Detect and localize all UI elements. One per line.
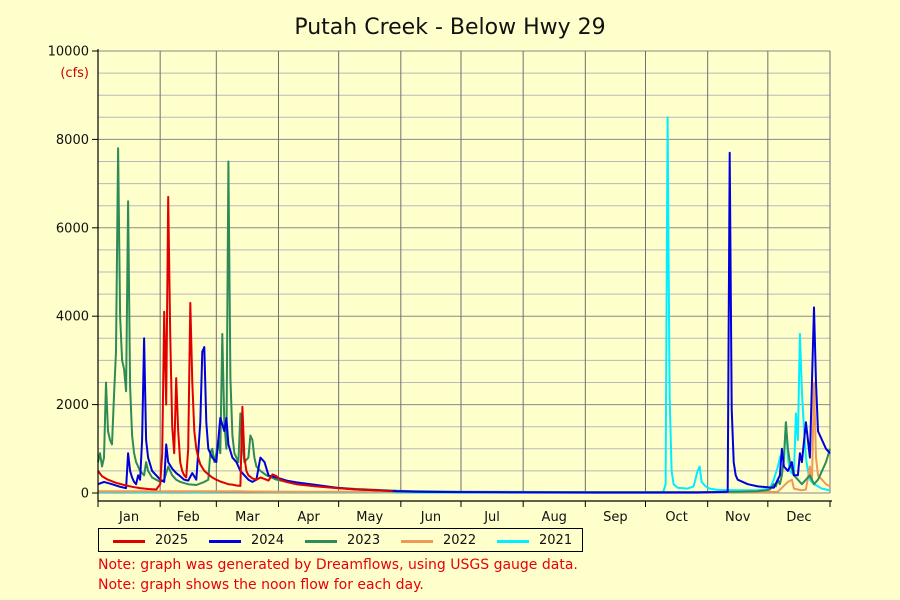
x-tick-label: Jul: [483, 510, 500, 525]
series-line-2025: [97, 195, 393, 493]
y-tick-label: 6000: [56, 221, 89, 236]
legend-label: 2025: [155, 533, 189, 548]
legend-label: 2024: [251, 533, 285, 548]
legend-label: 2023: [347, 533, 381, 548]
legend-swatch: [305, 540, 337, 543]
y-tick-label: 8000: [56, 133, 89, 148]
y-axis-unit: (cfs): [60, 66, 89, 81]
legend-label: 2021: [539, 533, 573, 548]
note-noon-flow: Note: graph shows the noon flow for each…: [98, 577, 424, 593]
y-tick-label: 4000: [56, 310, 89, 325]
legend-label: 2022: [443, 533, 477, 548]
x-tick-label: Apr: [297, 510, 320, 525]
x-tick-label: Dec: [786, 510, 811, 525]
y-tick-label: 2000: [56, 398, 89, 413]
legend-swatch: [401, 540, 433, 543]
x-tick-label: Aug: [542, 510, 567, 525]
legend: 2025 2024 2023 2022 2021: [98, 528, 583, 552]
axes: 0 2000 4000 6000 8000 10000 Jan Feb Mar Apr May Jun…: [48, 45, 832, 525]
x-tick-label: Oct: [665, 510, 687, 525]
note-source: Note: graph was generated by Dreamflows,…: [98, 557, 578, 573]
x-tick-label: Mar: [235, 510, 260, 525]
series-line-2024: [97, 151, 831, 494]
y-tick-label: 0: [81, 487, 89, 502]
x-tick-label: Jun: [420, 510, 441, 525]
grid: [97, 50, 831, 494]
legend-swatch: [209, 540, 241, 543]
y-tick-label: 10000: [48, 45, 89, 60]
x-tick-label: Jan: [118, 510, 139, 525]
series-line-2022: [98, 381, 831, 494]
x-tick-label: Feb: [177, 510, 200, 525]
x-tick-label: Sep: [603, 510, 628, 525]
chart-title: Putah Creek - Below Hwy 29: [294, 15, 605, 40]
series-group: [97, 116, 831, 494]
x-tick-label: May: [356, 510, 383, 525]
x-tick-label: Nov: [725, 510, 751, 525]
legend-swatch: [497, 540, 529, 543]
legend-swatch: [113, 540, 145, 543]
